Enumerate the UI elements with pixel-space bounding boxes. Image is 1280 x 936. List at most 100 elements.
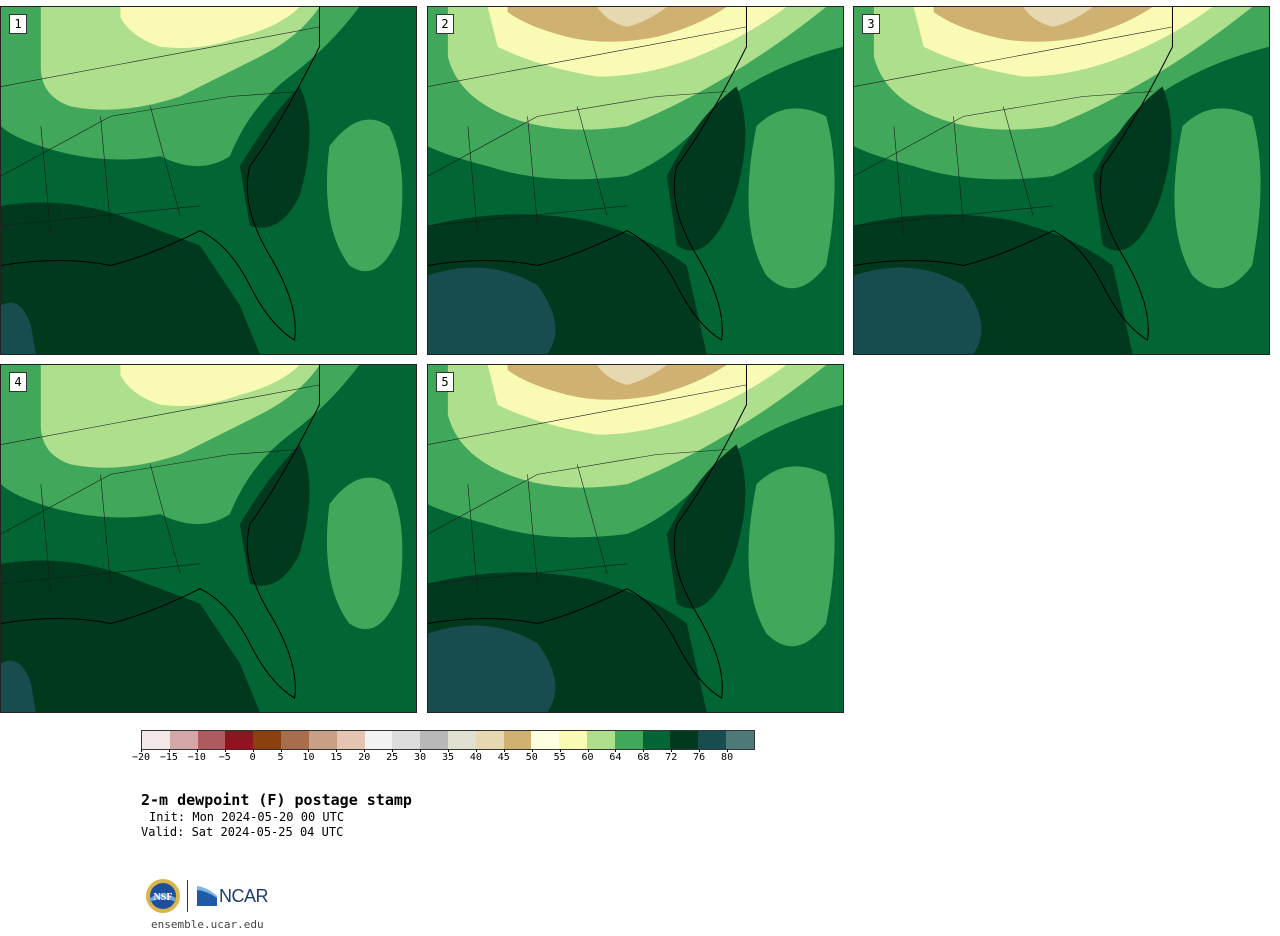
gulf-72 — [1, 560, 260, 712]
ocean-64 — [1174, 108, 1261, 289]
valid-time: Valid: Sat 2024-05-25 04 UTC — [141, 825, 344, 839]
state-border — [40, 464, 181, 594]
dewpoint-map-2 — [428, 7, 843, 354]
state-border — [467, 106, 608, 236]
colorbar-swatch — [197, 731, 226, 749]
colorbar-swatch — [698, 731, 727, 749]
field-76 — [428, 267, 556, 354]
colorbar-swatch — [559, 731, 587, 749]
field-40 — [597, 365, 667, 385]
logo-separator — [187, 880, 188, 912]
state-border — [1, 563, 201, 585]
colorbar-tick-label: 0 — [249, 749, 256, 763]
coastline — [428, 365, 747, 699]
state-border — [428, 449, 727, 535]
field-45 — [933, 7, 1153, 42]
coast-72 — [666, 444, 746, 609]
state-border — [854, 26, 1173, 87]
member-panel-5: 5 — [427, 364, 844, 713]
colorbar-tick-label: 35 — [441, 749, 455, 763]
ocean-64 — [326, 119, 403, 272]
colorbar-tick-label: 72 — [665, 749, 678, 763]
state-border — [1, 26, 320, 87]
state-border — [40, 106, 181, 236]
colorbar-swatch — [420, 731, 448, 749]
site-url: ensemble.ucar.edu — [151, 918, 264, 931]
state-border — [854, 205, 1054, 227]
field-55 — [120, 7, 300, 49]
field-40 — [597, 7, 667, 27]
nsf-logo-icon: NSF — [146, 879, 180, 913]
state-border — [428, 563, 628, 585]
field-76 — [1, 302, 36, 354]
member-label-5: 5 — [436, 372, 454, 392]
colorbar-tick-label: 80 — [721, 749, 734, 763]
field-76 — [428, 625, 556, 712]
colorbar-swatch — [142, 731, 170, 749]
colorbar-tick-label: 55 — [553, 749, 566, 763]
field-40 — [1023, 7, 1093, 27]
colorbar-swatch — [587, 731, 615, 749]
member-label-1: 1 — [9, 14, 27, 34]
ocean-64 — [748, 108, 835, 289]
colorbar-tick-label: 50 — [525, 749, 538, 763]
colorbar-swatch — [614, 731, 643, 749]
state-border — [1, 384, 320, 445]
colorbar-tick-label: −5 — [218, 749, 231, 763]
colorbar-tick-label: 5 — [277, 749, 284, 763]
field-45 — [507, 365, 727, 400]
ncar-logo-icon — [197, 886, 217, 906]
coastline — [854, 7, 1173, 341]
colorbar-tick-label: 30 — [414, 749, 427, 763]
colorbar-tick-label: 64 — [609, 749, 622, 763]
field-76 — [1, 660, 36, 712]
state-border — [893, 106, 1034, 236]
coast-72 — [666, 86, 746, 251]
colorbar-tick-label: 20 — [358, 749, 371, 763]
dewpoint-map-4 — [1, 365, 416, 712]
field-55 — [120, 365, 300, 407]
field-76 — [854, 267, 982, 354]
colorbar-swatch — [364, 731, 393, 749]
coastline — [1, 7, 320, 341]
colorbar-ticks: −20 −15 −10 −5 0 5 10 15 20 25 30 35 40 45 50 55 60 64 68 7… — [132, 749, 755, 772]
colorbar-swatch — [642, 731, 671, 749]
colorbar-tick-label: −20 — [131, 749, 151, 763]
colorbar-tick-label: 68 — [637, 749, 650, 763]
colorbar — [141, 730, 755, 750]
member-panel-3: 3 — [853, 6, 1270, 355]
colorbar-tick-label: 10 — [302, 749, 315, 763]
colorbar-swatch — [336, 731, 365, 749]
field-45 — [507, 7, 727, 42]
logos: NSF NCAR — [145, 878, 275, 916]
state-border — [1, 91, 300, 177]
coast-72 — [1092, 86, 1172, 251]
ocean-64 — [326, 477, 403, 630]
colorbar-tick-label: 45 — [497, 749, 510, 763]
colorbar-swatch — [475, 731, 504, 749]
nsf-logo-text: NSF — [154, 892, 173, 903]
colorbar-swatch — [253, 731, 282, 749]
state-border — [467, 464, 608, 594]
ocean-64 — [748, 466, 835, 647]
dewpoint-map-3 — [854, 7, 1269, 354]
ncar-logo-text: NCAR — [219, 886, 269, 906]
colorbar-tick-label: 76 — [693, 749, 706, 763]
coastline — [1, 365, 320, 699]
colorbar-swatch — [392, 731, 421, 749]
figure-title: 2-m dewpoint (F) postage stamp — [141, 791, 412, 809]
colorbar-swatch — [281, 731, 309, 749]
state-border — [428, 26, 747, 87]
init-time: Init: Mon 2024-05-20 00 UTC — [149, 810, 345, 824]
colorbar-tick-label: −10 — [187, 749, 206, 763]
colorbar-swatch — [447, 731, 476, 749]
dewpoint-map-5 — [428, 365, 843, 712]
coast-72 — [239, 444, 310, 586]
colorbar-swatch — [726, 731, 754, 749]
state-border — [1, 205, 201, 227]
state-border — [428, 384, 747, 445]
dewpoint-map-1 — [1, 7, 416, 354]
colorbar-swatch — [503, 731, 532, 749]
colorbar-tick-label: −15 — [159, 749, 178, 763]
colorbar-tick-label: 60 — [581, 749, 594, 763]
